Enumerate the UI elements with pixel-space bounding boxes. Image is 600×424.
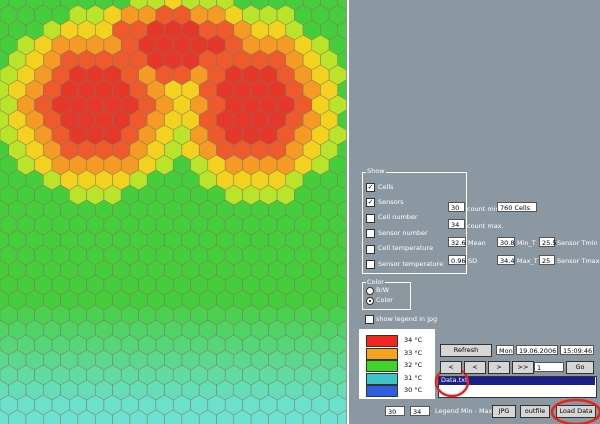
input[interactable]: 25 bbox=[539, 255, 555, 265]
legend-label: 34 °C bbox=[404, 336, 423, 344]
input[interactable]: Mon bbox=[496, 345, 514, 355]
button[interactable]: < bbox=[440, 361, 462, 374]
checkbox[interactable] bbox=[366, 213, 375, 223]
input[interactable]: 1 bbox=[534, 362, 564, 372]
button[interactable]: Go bbox=[566, 361, 594, 374]
input[interactable]: 34.4 bbox=[497, 255, 515, 265]
legend-label: 30 °C bbox=[404, 386, 423, 395]
hex-cell bbox=[337, 49, 346, 71]
option-label: Color bbox=[376, 296, 393, 304]
divider bbox=[347, 0, 349, 424]
input[interactable]: 25.5 bbox=[539, 237, 556, 247]
input[interactable]: 30.8 bbox=[497, 237, 515, 247]
hex-cell bbox=[337, 379, 346, 401]
group-title: Show bbox=[366, 166, 386, 176]
button[interactable]: JPG bbox=[492, 405, 516, 418]
checkbox[interactable] bbox=[366, 260, 375, 269]
input[interactable]: 30 bbox=[385, 406, 405, 416]
radio[interactable] bbox=[366, 297, 374, 305]
label: Min_T bbox=[517, 239, 536, 247]
hex-cell bbox=[337, 349, 346, 371]
hex-cell bbox=[337, 229, 346, 251]
legend-swatch bbox=[366, 360, 398, 373]
checkbox[interactable] bbox=[365, 315, 374, 324]
input[interactable]: 0.96 bbox=[448, 255, 466, 265]
hex-cell bbox=[337, 19, 346, 41]
option-label: Cell number bbox=[378, 213, 418, 222]
label: show legend in jpg bbox=[376, 315, 438, 323]
label: Mean bbox=[468, 239, 486, 247]
checkbox[interactable] bbox=[366, 244, 375, 254]
color-group bbox=[362, 282, 411, 310]
button[interactable]: > bbox=[488, 361, 510, 374]
input[interactable]: 32.6 bbox=[448, 237, 466, 247]
file-name[interactable]: Data.txt bbox=[441, 376, 468, 384]
option-label: Sensor number bbox=[378, 228, 428, 237]
hex-cell bbox=[337, 0, 346, 11]
option-label: Cells bbox=[378, 182, 394, 191]
input[interactable]: 30 bbox=[448, 202, 465, 212]
button[interactable]: outfile bbox=[520, 405, 550, 418]
legend-swatch bbox=[366, 335, 398, 347]
checkbox[interactable]: ✓ bbox=[366, 198, 375, 208]
option-label: Sensor temperature bbox=[378, 259, 444, 268]
label: count max. bbox=[467, 222, 504, 230]
hex-cell bbox=[337, 139, 346, 161]
hex-cell bbox=[337, 169, 346, 191]
input[interactable]: 19.06.2006 bbox=[516, 345, 558, 355]
button[interactable]: < bbox=[464, 361, 486, 374]
hex-cell bbox=[337, 259, 346, 281]
button[interactable]: Load Data bbox=[556, 405, 596, 418]
label: Sensor Tmax bbox=[557, 257, 600, 265]
legend-label: 33 °C bbox=[404, 348, 423, 357]
checkbox[interactable] bbox=[366, 229, 375, 239]
legend-swatch bbox=[366, 347, 398, 360]
legend-label: 31 °C bbox=[404, 373, 423, 382]
legend-swatch bbox=[366, 385, 398, 398]
option-label: Sensors bbox=[378, 197, 404, 206]
radio[interactable] bbox=[366, 287, 374, 295]
label: Legend Min - Max bbox=[435, 407, 493, 415]
label: Max_T bbox=[517, 257, 538, 265]
hex-cell bbox=[337, 109, 346, 131]
legend-label: 32 °C bbox=[404, 361, 423, 370]
selection-bar bbox=[439, 377, 595, 385]
checkbox[interactable]: ✓ bbox=[366, 183, 375, 192]
hex-cell bbox=[337, 319, 346, 341]
legend-swatch bbox=[366, 372, 398, 385]
label: Sensor Tmin bbox=[557, 239, 598, 247]
input[interactable]: 15:09:46 bbox=[560, 345, 594, 355]
option-label: Cell temperature bbox=[378, 244, 434, 253]
input[interactable]: 34 bbox=[410, 406, 430, 416]
label: count min. bbox=[467, 205, 502, 213]
group-title: Color bbox=[366, 277, 385, 287]
label: SD bbox=[468, 257, 478, 265]
hex-cell bbox=[337, 199, 346, 221]
hex-cell bbox=[337, 289, 346, 311]
option-label: B/W bbox=[376, 286, 390, 294]
show-group bbox=[362, 172, 467, 274]
hex-heatmap bbox=[0, 0, 346, 424]
hex-cell bbox=[337, 409, 346, 424]
input[interactable]: 34 bbox=[448, 219, 465, 229]
input[interactable]: 760 Cells bbox=[497, 202, 537, 212]
hex-cell bbox=[337, 79, 346, 101]
hex-cell bbox=[0, 0, 9, 11]
button[interactable]: >> bbox=[512, 361, 534, 374]
button[interactable]: Refresh bbox=[440, 344, 492, 357]
